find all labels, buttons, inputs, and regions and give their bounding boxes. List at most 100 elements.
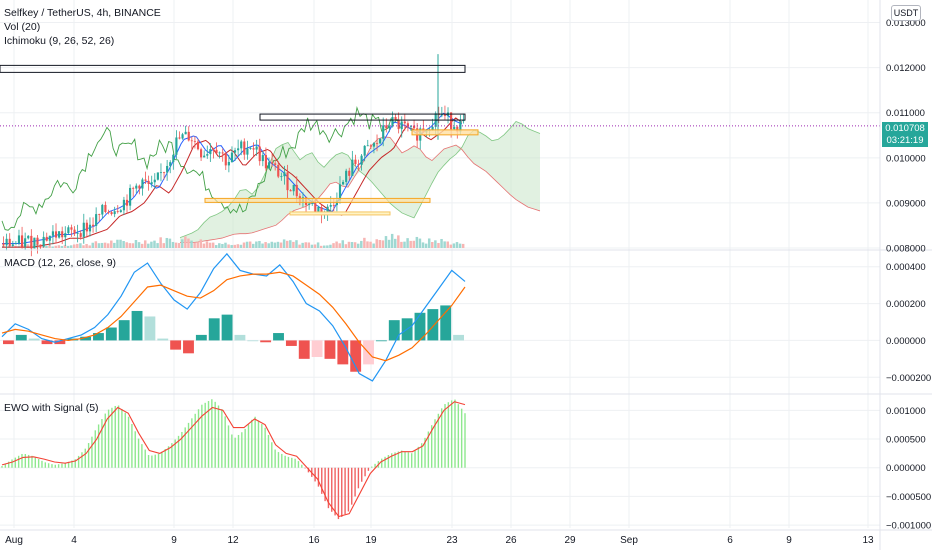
volume-bar (341, 240, 345, 248)
volume-bar (227, 244, 230, 248)
volume-bar (369, 241, 372, 248)
volume-bar (211, 242, 215, 248)
volume-bar (446, 241, 449, 248)
macd-line (1, 252, 466, 382)
macd-histogram-bar (375, 340, 387, 342)
support-box (289, 211, 391, 216)
macd-histogram-bar (350, 340, 362, 372)
volume-bar (323, 245, 326, 248)
macd-pane[interactable] (1, 252, 466, 382)
ewo-legend[interactable]: EWO with Signal (5) (4, 401, 99, 415)
price-pane[interactable] (0, 54, 880, 257)
volume-bar (187, 238, 190, 248)
volume-bar (434, 240, 437, 248)
y-tick-label: 0.000400 (886, 262, 926, 273)
macd-histogram-bar (28, 338, 40, 341)
macd-histogram-bar (337, 340, 349, 365)
volume-bar (313, 244, 317, 248)
macd-histogram-bar (260, 340, 272, 343)
x-tick-label: 23 (446, 535, 458, 546)
candle-body (206, 154, 209, 156)
candle-body (397, 120, 400, 130)
candle-body (27, 235, 30, 239)
volume-bar (387, 239, 391, 248)
volume-bar (125, 242, 128, 248)
candle-body (147, 180, 150, 184)
macd-histogram-bar (221, 314, 233, 341)
candle-body (150, 182, 153, 184)
volume-bar (224, 242, 227, 248)
macd-histogram-bar (285, 340, 297, 346)
candle-body (221, 152, 224, 154)
volume-bar (66, 245, 70, 248)
candle-body (286, 172, 289, 191)
volume-bar (230, 245, 233, 248)
candle-body (122, 199, 126, 211)
volume-bar (273, 242, 277, 248)
x-tick-label: 12 (227, 535, 239, 546)
volume-legend[interactable]: Vol (20) (4, 21, 41, 33)
candle-body (119, 210, 122, 212)
y-tick-label: 0.011000 (886, 108, 925, 119)
ichimoku-legend[interactable]: Ichimoku (9, 26, 52, 26) (4, 35, 115, 47)
ewo-pane[interactable] (1, 399, 466, 520)
symbol-title[interactable]: Selfkey / TetherUS, 4h, BINANCE (4, 7, 161, 19)
volume-bar (233, 244, 236, 248)
candle-body (403, 121, 406, 124)
volume-bar (289, 240, 292, 248)
volume-bar (270, 241, 274, 248)
volume-bar (168, 238, 172, 248)
volume-bar (431, 242, 434, 248)
volume-bar (128, 243, 132, 248)
macd-histogram-bar (93, 333, 104, 341)
volume-bar (301, 242, 304, 248)
volume-bar (276, 241, 280, 248)
candle-body (369, 145, 372, 147)
candle-body (85, 222, 88, 232)
candle-body (2, 243, 5, 246)
candle-body (320, 207, 323, 215)
volume-bar (384, 236, 388, 248)
volume-bar (153, 240, 156, 248)
macd-histogram-bar (170, 340, 182, 350)
volume-bar (196, 242, 199, 248)
support-box (411, 129, 479, 136)
candle-body (153, 179, 156, 183)
volume-bar (214, 245, 218, 248)
volume-bar (338, 243, 341, 248)
volume-bar (363, 237, 366, 248)
candle-body (267, 162, 271, 169)
chikou-span (1, 105, 401, 231)
volume-bar (298, 244, 301, 248)
candle-body (125, 199, 129, 206)
bar-countdown: 03:21:19 (886, 135, 924, 146)
macd-histogram-bar (54, 340, 66, 345)
volume-bar (147, 243, 150, 248)
candle-body (341, 181, 345, 185)
volume-bar (255, 241, 258, 248)
candle-body (375, 143, 379, 144)
resistance-box (259, 113, 466, 121)
macd-legend[interactable]: MACD (12, 26, close, 9) (4, 256, 116, 270)
candle-body (48, 235, 51, 241)
candle-body (209, 149, 212, 155)
candle-body (314, 203, 317, 212)
candle-body (156, 172, 159, 180)
candle-body (443, 114, 447, 116)
volume-bar (409, 240, 412, 248)
volume-bar (177, 243, 181, 248)
candle-body (200, 149, 203, 158)
x-tick-label: 16 (308, 535, 320, 546)
volume-bar (245, 241, 249, 248)
volume-bar (45, 245, 48, 248)
candle-body (5, 238, 8, 246)
volume-bar (51, 246, 54, 248)
volume-bar (97, 243, 101, 248)
volume-bar (131, 243, 135, 248)
y-tick-label: 0.000500 (886, 435, 926, 446)
currency-badge[interactable]: USDT (891, 5, 921, 21)
macd-histogram-bar (15, 334, 27, 341)
macd-histogram-bar (440, 305, 452, 341)
last-price-tag: 0.010708 03:21:19 (882, 122, 928, 147)
